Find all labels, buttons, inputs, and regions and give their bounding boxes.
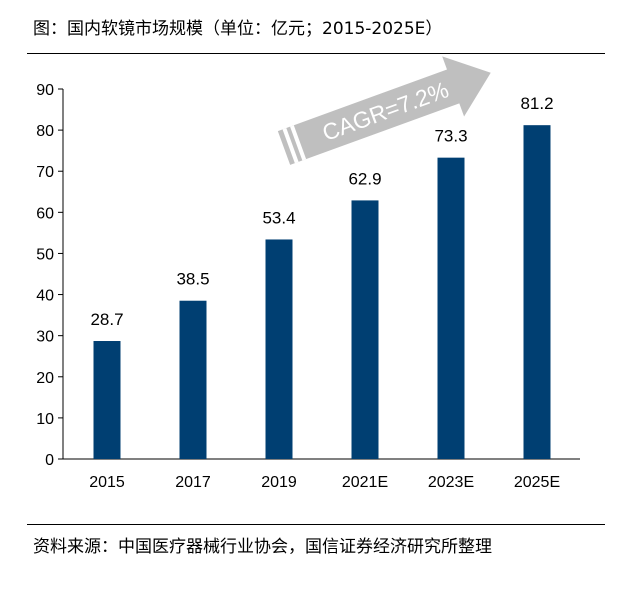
arrow-icon bbox=[277, 56, 491, 165]
chart-source: 资料来源：中国医疗器械行业协会，国信证券经济研究所整理 bbox=[33, 537, 492, 557]
x-tick-label: 2025E bbox=[514, 474, 560, 491]
value-label: 28.7 bbox=[90, 310, 123, 329]
title-divider bbox=[27, 53, 605, 54]
chart-title: 图：国内软镜市场规模（单位：亿元；2015-2025E） bbox=[33, 19, 443, 39]
y-axis: 0 10 20 30 40 50 60 70 80 90 bbox=[36, 82, 64, 469]
y-tick-label: 40 bbox=[36, 288, 54, 305]
cagr-arrow-shape: CAGR=7.2% bbox=[277, 56, 491, 165]
x-tick-label: 2019 bbox=[261, 474, 297, 491]
value-label: 53.4 bbox=[262, 208, 295, 227]
x-tick-label: 2017 bbox=[175, 474, 211, 491]
bar-2019 bbox=[265, 239, 293, 459]
bar-2021E bbox=[351, 200, 379, 459]
bar-2023E bbox=[437, 157, 465, 459]
x-axis: 2015 2017 2019 2021E 2023E 2025E bbox=[63, 458, 580, 491]
arrow-tail-stripe bbox=[282, 128, 299, 164]
y-tick-label: 20 bbox=[36, 370, 54, 387]
y-tick-label: 30 bbox=[36, 329, 54, 346]
x-tick-label: 2015 bbox=[89, 474, 125, 491]
value-labels: 28.7 38.5 53.4 62.9 73.3 81.2 bbox=[90, 94, 553, 329]
arrow-tail-stripe bbox=[290, 125, 307, 161]
y-tick-label: 90 bbox=[36, 82, 54, 99]
y-tick-label: 80 bbox=[36, 123, 54, 140]
y-tick-label: 60 bbox=[36, 205, 54, 222]
cagr-arrow: CAGR=7.2% bbox=[277, 56, 491, 165]
y-tick-label: 10 bbox=[36, 411, 54, 428]
value-label: 81.2 bbox=[520, 94, 553, 113]
value-label: 38.5 bbox=[176, 270, 209, 289]
x-tick-label: 2023E bbox=[428, 474, 474, 491]
source-divider bbox=[27, 524, 605, 525]
bar-2017 bbox=[179, 300, 207, 459]
x-tick-label: 2021E bbox=[342, 474, 388, 491]
y-tick-label: 70 bbox=[36, 164, 54, 181]
bar-2015 bbox=[93, 341, 121, 459]
bar-chart: 0 10 20 30 40 50 60 70 80 90 2015 2017 2019 2021E 202… bbox=[36, 56, 580, 491]
value-label: 73.3 bbox=[434, 127, 467, 146]
value-label: 62.9 bbox=[348, 169, 381, 188]
y-tick-label: 0 bbox=[45, 452, 54, 469]
bar-2025E bbox=[523, 125, 551, 459]
y-tick-label: 50 bbox=[36, 246, 54, 263]
bars bbox=[93, 125, 551, 459]
